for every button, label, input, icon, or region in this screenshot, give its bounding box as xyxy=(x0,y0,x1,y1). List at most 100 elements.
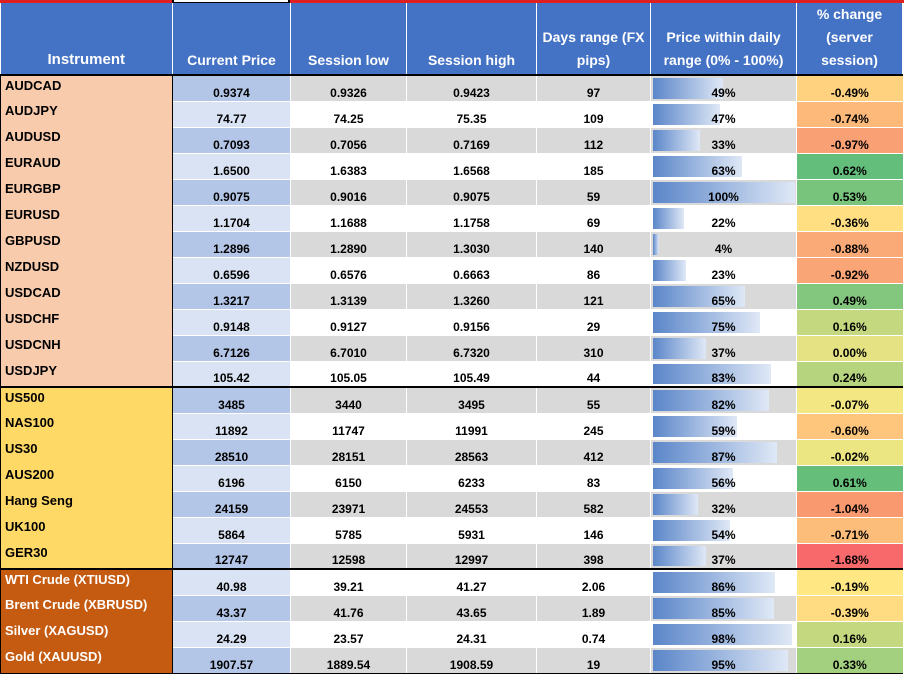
days-range-cell: 97 xyxy=(536,74,651,102)
pct-change-cell: 0.53% xyxy=(796,179,903,206)
table-row: AUDCAD 0.9374 0.9326 0.9423 97 49% -0.49% xyxy=(0,74,903,102)
range-data-bar xyxy=(653,572,776,593)
session-low-cell: 6150 xyxy=(290,465,407,492)
session-high-cell: 1.3260 xyxy=(406,283,537,310)
session-high-cell: 12997 xyxy=(406,543,537,570)
days-range-cell: 59 xyxy=(536,179,651,206)
instrument-name: AUDUSD xyxy=(0,127,173,153)
price-within-range-cell: 63% xyxy=(650,153,797,180)
table-row: USDCHF 0.9148 0.9127 0.9156 29 75% 0.16% xyxy=(0,309,903,336)
current-price-cell: 74.77 xyxy=(172,101,291,128)
session-low-cell: 39.21 xyxy=(290,568,407,596)
instrument-name: EURAUD xyxy=(0,153,173,179)
table-row: Hang Seng 24159 23971 24553 582 32% -1.04% xyxy=(0,491,903,518)
days-range-cell: 69 xyxy=(536,205,651,232)
session-low-cell: 1.2890 xyxy=(290,231,407,258)
session-high-cell: 0.9156 xyxy=(406,309,537,336)
table-row: Brent Crude (XBRUSD) 43.37 41.76 43.65 1.89 8… xyxy=(0,595,903,622)
table-row: GER30 12747 12598 12997 398 37% -1.68% xyxy=(0,543,903,570)
pct-change-cell: -0.07% xyxy=(796,386,903,414)
session-low-cell: 1.1688 xyxy=(290,205,407,232)
instrument-name: USDJPY xyxy=(0,361,173,387)
pct-change-cell: 0.24% xyxy=(796,361,903,388)
session-low-cell: 1889.54 xyxy=(290,647,407,674)
days-range-cell: 19 xyxy=(536,647,651,674)
days-range-cell: 245 xyxy=(536,413,651,440)
instrument-name: EURGBP xyxy=(0,179,173,205)
session-low-cell: 105.05 xyxy=(290,361,407,388)
session-high-cell: 1908.59 xyxy=(406,647,537,674)
current-price-cell: 0.9075 xyxy=(172,179,291,206)
current-price-cell: 3485 xyxy=(172,386,291,414)
days-range-cell: 121 xyxy=(536,283,651,310)
table-row: NZDUSD 0.6596 0.6576 0.6663 86 23% -0.92% xyxy=(0,257,903,284)
price-within-range-cell: 23% xyxy=(650,257,797,284)
pct-change-cell: -0.71% xyxy=(796,517,903,544)
session-high-cell: 6233 xyxy=(406,465,537,492)
table-row: EURAUD 1.6500 1.6383 1.6568 185 63% 0.62% xyxy=(0,153,903,180)
top-red-rule xyxy=(0,0,904,3)
pct-change-cell: 0.62% xyxy=(796,153,903,180)
table-row: US30 28510 28151 28563 412 87% -0.02% xyxy=(0,439,903,466)
price-within-range-cell: 75% xyxy=(650,309,797,336)
current-price-cell: 1.2896 xyxy=(172,231,291,258)
current-price-cell: 0.6596 xyxy=(172,257,291,284)
instrument-name: USDCNH xyxy=(0,335,173,361)
current-price-cell: 12747 xyxy=(172,543,291,570)
table-row: Silver (XAGUSD) 24.29 23.57 24.31 0.74 98% 0.1… xyxy=(0,621,903,648)
session-high-cell: 0.6663 xyxy=(406,257,537,284)
days-range-cell: 112 xyxy=(536,127,651,154)
price-within-range-cell: 33% xyxy=(650,127,797,154)
pct-change-cell: -0.19% xyxy=(796,568,903,596)
header-price-within-range: Price within daily range (0% - 100%) xyxy=(650,3,797,75)
pct-change-cell: 0.16% xyxy=(796,621,903,648)
instrument-name: US30 xyxy=(0,439,173,465)
days-range-cell: 412 xyxy=(536,439,651,466)
pct-change-cell: -0.60% xyxy=(796,413,903,440)
table-row: USDCAD 1.3217 1.3139 1.3260 121 65% 0.49% xyxy=(0,283,903,310)
range-data-bar xyxy=(653,649,788,671)
header-pct-change: % change (server session) xyxy=(796,3,903,75)
days-range-cell: 2.06 xyxy=(536,568,651,596)
instruments-body: AUDCAD 0.9374 0.9326 0.9423 97 49% -0.49% AUDJP… xyxy=(0,74,903,674)
header-instrument: Instrument xyxy=(0,3,173,75)
table-row: GBPUSD 1.2896 1.2890 1.3030 140 4% -0.88% xyxy=(0,231,903,258)
session-low-cell: 3440 xyxy=(290,386,407,414)
session-high-cell: 1.1758 xyxy=(406,205,537,232)
price-within-range-cell: 86% xyxy=(650,568,797,596)
range-percent-label: 82% xyxy=(711,397,736,412)
session-high-cell: 3495 xyxy=(406,386,537,414)
price-within-range-cell: 82% xyxy=(650,386,797,414)
price-within-range-cell: 56% xyxy=(650,465,797,492)
current-price-cell: 24159 xyxy=(172,491,291,518)
session-high-cell: 6.7320 xyxy=(406,335,537,362)
range-data-bar xyxy=(653,441,777,463)
session-low-cell: 0.9016 xyxy=(290,179,407,206)
table-row: AUS200 6196 6150 6233 83 56% 0.61% xyxy=(0,465,903,492)
range-data-bar xyxy=(653,233,659,255)
table-row: WTI Crude (XTIUSD) 40.98 39.21 41.27 2.06 86%… xyxy=(0,568,903,596)
instruments-table: Instrument Current Price Session low Ses… xyxy=(0,3,903,674)
table-row: AUDUSD 0.7093 0.7056 0.7169 112 33% -0.97% xyxy=(0,127,903,154)
days-range-cell: 140 xyxy=(536,231,651,258)
current-price-cell: 1907.57 xyxy=(172,647,291,674)
pct-change-cell: -0.39% xyxy=(796,595,903,622)
price-within-range-cell: 4% xyxy=(650,231,797,258)
instrument-name: Silver (XAGUSD) xyxy=(0,621,173,647)
pct-change-cell: 0.00% xyxy=(796,335,903,362)
days-range-cell: 582 xyxy=(536,491,651,518)
instrument-name: NAS100 xyxy=(0,413,173,439)
range-percent-label: 86% xyxy=(711,579,736,594)
range-percent-label: 100% xyxy=(708,189,739,204)
range-percent-label: 87% xyxy=(711,449,736,464)
instrument-name: UK100 xyxy=(0,517,173,543)
session-low-cell: 0.9127 xyxy=(290,309,407,336)
range-data-bar xyxy=(653,623,793,645)
range-data-bar xyxy=(653,545,706,566)
range-data-bar xyxy=(653,390,770,411)
session-low-cell: 23.57 xyxy=(290,621,407,648)
range-data-bar xyxy=(653,181,795,203)
session-low-cell: 0.7056 xyxy=(290,127,407,154)
pct-change-cell: -0.97% xyxy=(796,127,903,154)
range-percent-label: 65% xyxy=(711,293,736,308)
